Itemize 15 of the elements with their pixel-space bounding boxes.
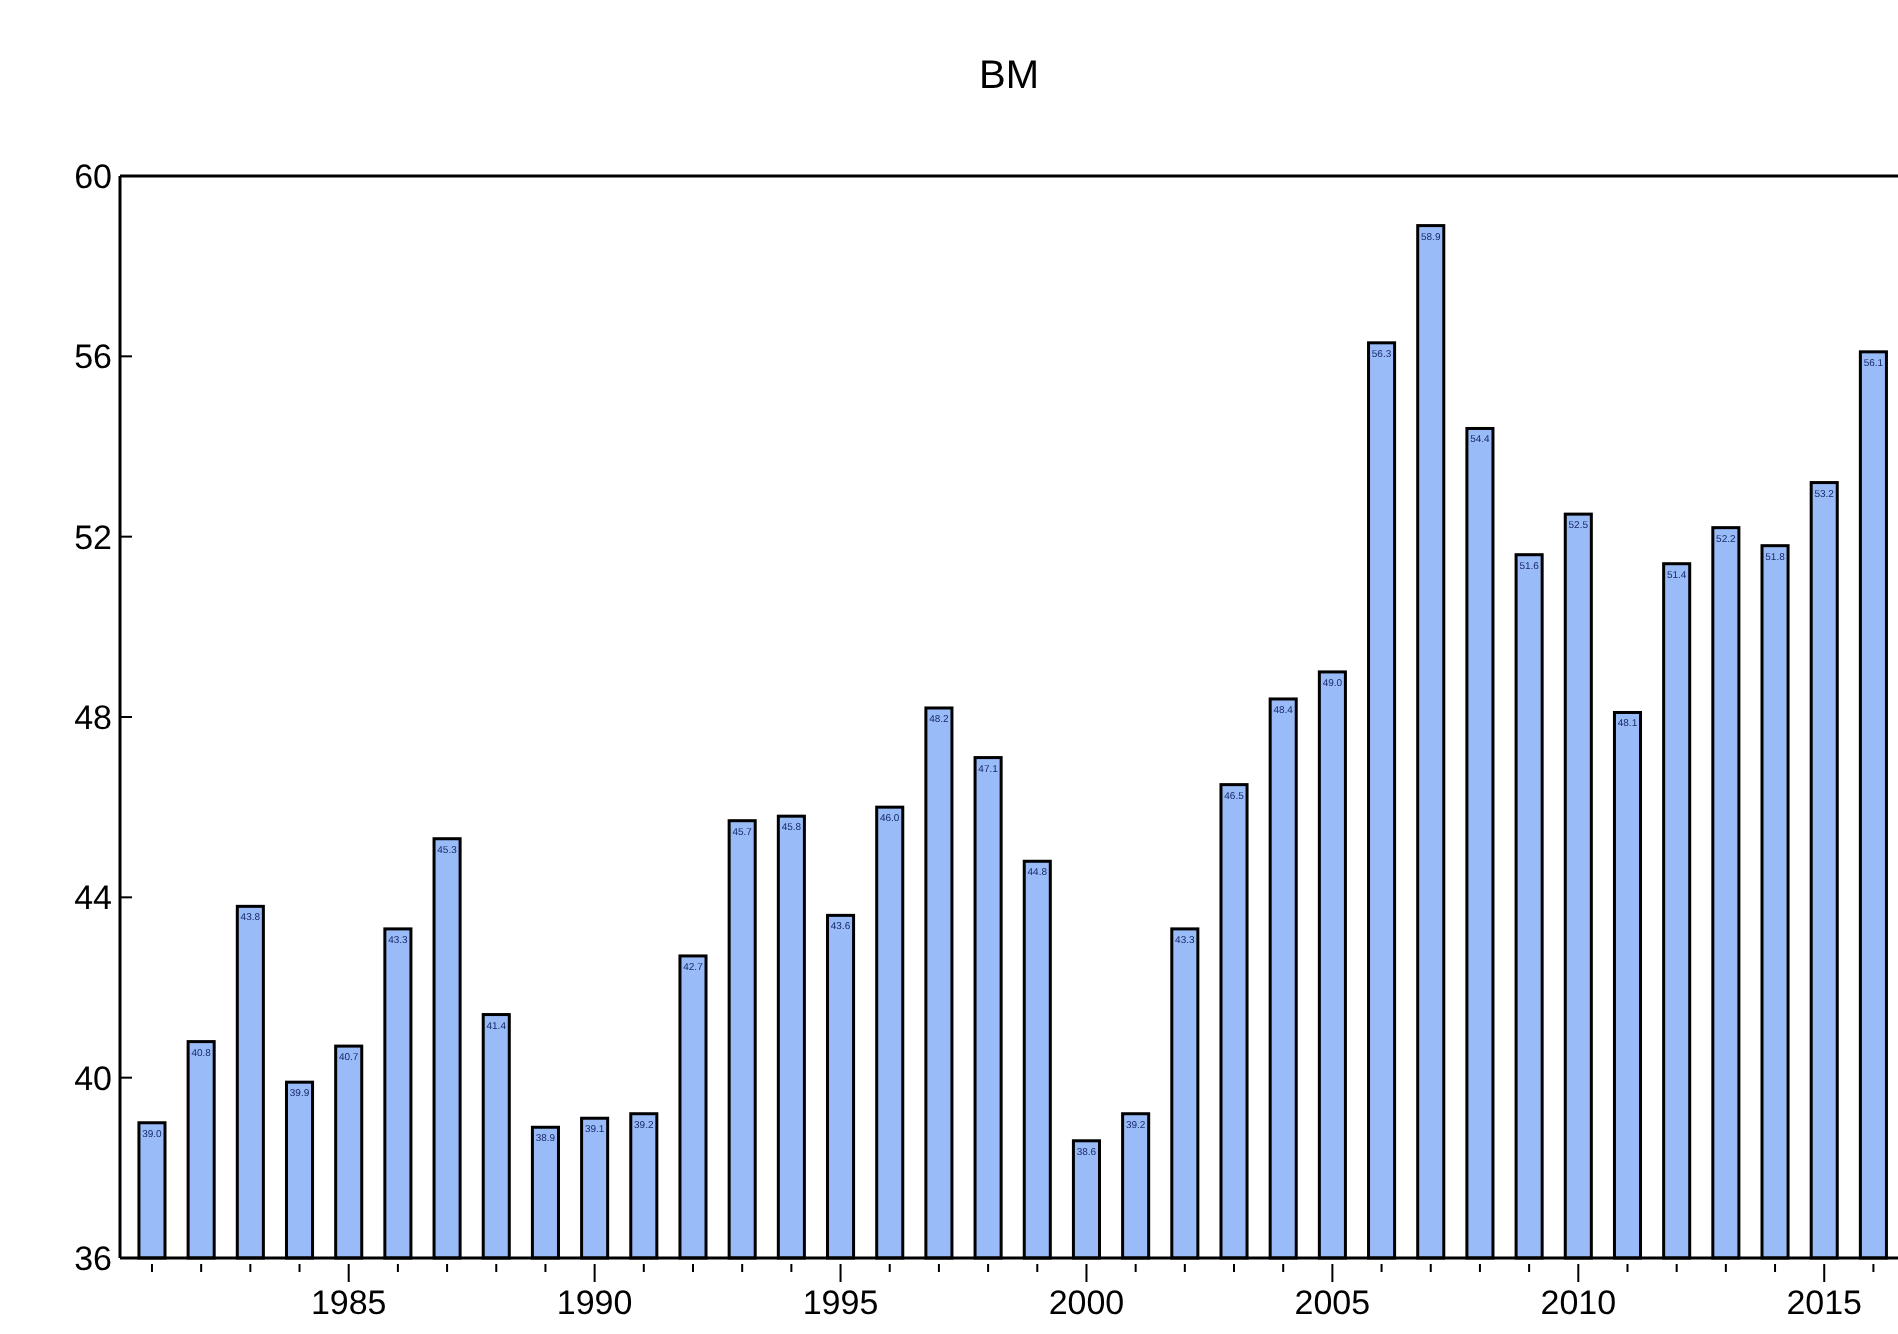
x-tick-label: 1985 <box>310 1284 387 1322</box>
y-tick-label: 48 <box>74 698 112 737</box>
x-tick-label: 1990 <box>556 1284 633 1322</box>
y-tick-label: 60 <box>74 157 112 196</box>
x-tick-label: 2005 <box>1294 1284 1371 1322</box>
y-tick-label: 40 <box>74 1059 112 1098</box>
x-tick-label: 2000 <box>1048 1284 1125 1322</box>
y-tick-label: 36 <box>74 1239 112 1278</box>
y-tick-label: 52 <box>74 518 112 557</box>
y-tick-label: 56 <box>74 338 112 377</box>
chart-title: BM <box>979 54 1039 98</box>
x-tick-label: 2015 <box>1786 1284 1863 1322</box>
x-tick-label: 1995 <box>802 1284 879 1322</box>
x-tick-label: 2010 <box>1540 1284 1617 1322</box>
y-tick-label: 44 <box>74 879 112 918</box>
